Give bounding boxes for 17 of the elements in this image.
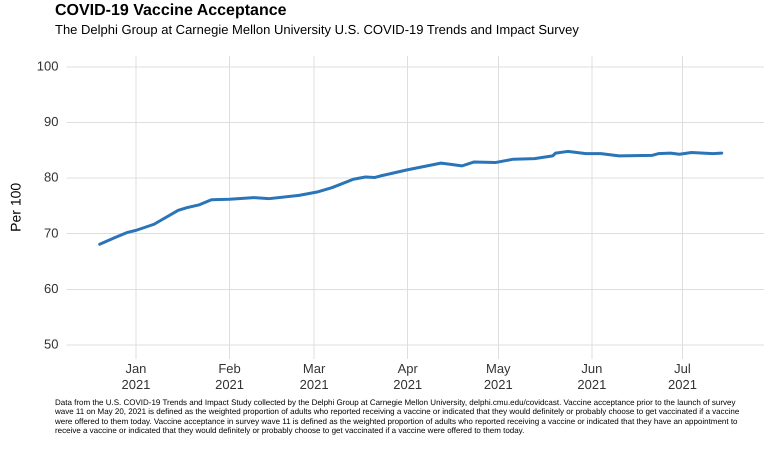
y-axis-title: Per 100	[7, 182, 24, 232]
x-tick-label: Feb 2021	[215, 361, 244, 392]
x-tick-label: Jan 2021	[121, 361, 150, 392]
chart-subtitle: The Delphi Group at Carnegie Mellon University U.S. COVID-19 Trends and Impact Survey	[55, 22, 579, 37]
chart-title: COVID-19 Vaccine Acceptance	[55, 2, 287, 20]
x-tick-label: Jun 2021	[577, 361, 606, 392]
x-tick-label: Jul 2021	[668, 361, 697, 392]
y-tick-label: 80	[44, 170, 58, 185]
y-tick-label: 60	[44, 280, 58, 296]
x-tick-label: Mar 2021	[300, 361, 329, 392]
y-tick-label: 70	[44, 225, 58, 240]
y-tick-label: 50	[44, 336, 58, 352]
text: Data from the U.S. COVID-19 Trends and Impact Study collected by the Delphi Group at Carnegie Mellon University, delphi.cmu.edu/covidcast. Vaccine acceptance prior to the launch of survey wave 11 on May 20, 2021 is defined as the weighted proportion of adults who reported receiving a vaccine or indicated that they would definitely or probably choose to get vaccinated if a vaccine were offered to them today. Vaccine acceptance in survey wave 11 is defined as the weighted proportion of adults who reported receiving a vaccine or indicated that they have an appointment to receive a vaccine or indicated that they would definitely or probably choose to get vaccinated if a vaccine were offered to them today.	[55, 398, 740, 436]
y-tick-label: 100	[36, 58, 58, 74]
x-tick-label: May 2021	[484, 361, 513, 392]
y-tick-label: 90	[44, 114, 58, 130]
x-tick-label: Apr 2021	[393, 361, 422, 392]
